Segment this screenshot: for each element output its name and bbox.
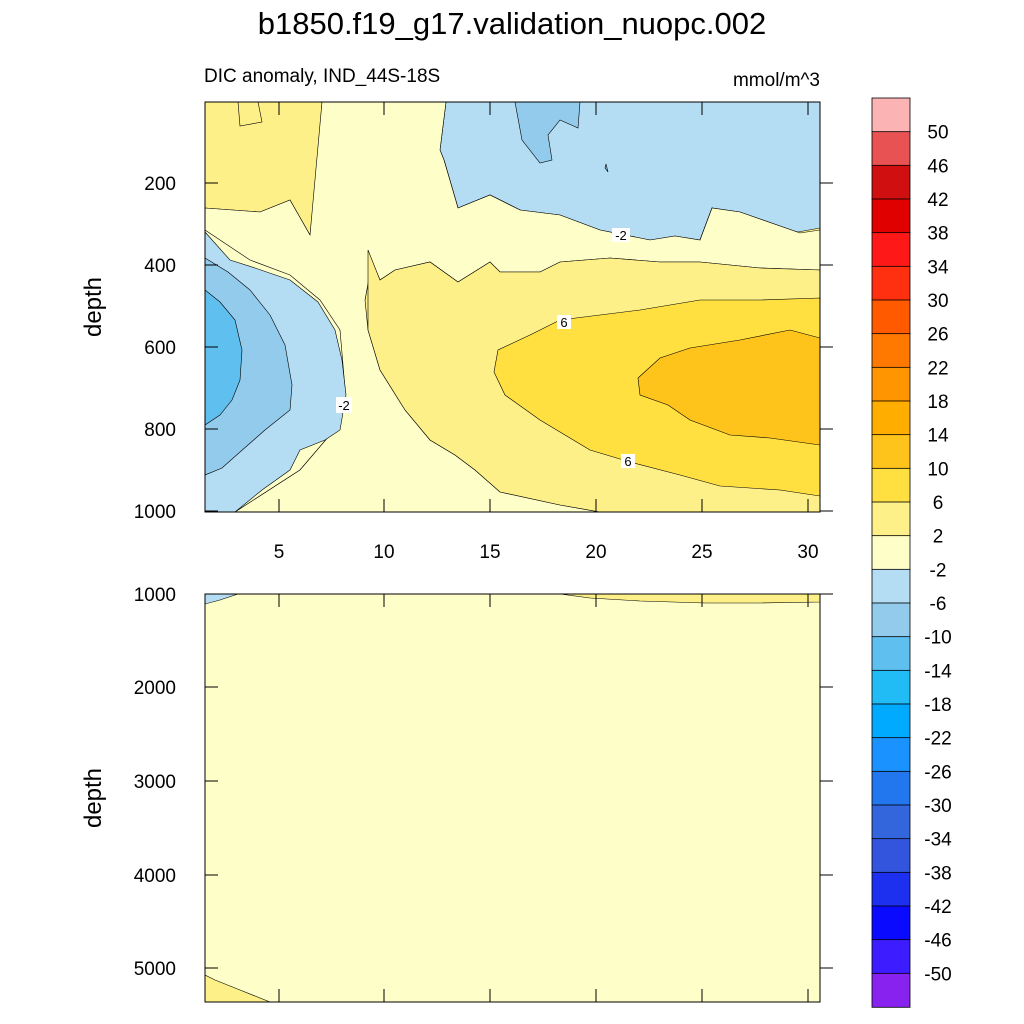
colorbar-swatch xyxy=(871,232,911,268)
colorbar-label: -10 xyxy=(924,628,951,649)
x-tick-label: 25 xyxy=(691,542,712,563)
y-tick-label: 4000 xyxy=(134,866,176,887)
y-tick-label: 3000 xyxy=(134,772,176,793)
colorbar-swatch xyxy=(871,198,911,234)
upper-units-label: mmol/m^3 xyxy=(733,70,820,91)
colorbar-label: -18 xyxy=(924,695,951,716)
lower-x-axis xyxy=(278,594,809,1002)
lower-region-top-right-2-6 xyxy=(559,594,820,604)
colorbar-swatch xyxy=(871,467,911,503)
colorbar-swatch xyxy=(871,568,911,604)
colorbar-label: 26 xyxy=(927,325,948,346)
lower-plot-frame xyxy=(204,593,821,1003)
colorbar-swatch xyxy=(871,871,911,907)
y-tick-label: 200 xyxy=(144,174,176,195)
lower-panel: 1000 2000 3000 4000 5000 depth xyxy=(80,585,833,1003)
colorbar-label: 50 xyxy=(927,123,948,144)
colorbar-label: 46 xyxy=(927,156,948,177)
colorbar-swatch xyxy=(871,265,911,301)
colorbar-swatch xyxy=(871,770,911,806)
colorbar-label: 34 xyxy=(927,257,949,278)
y-tick-label: 800 xyxy=(144,420,176,441)
lower-region-top-left-neg6-neg2 xyxy=(205,594,239,605)
y-tick-label: 5000 xyxy=(134,959,176,980)
upper-contour-labels: -2 6 -2 6 xyxy=(336,228,635,469)
colorbar-swatch xyxy=(871,602,911,638)
colorbar-label: -26 xyxy=(924,762,951,783)
lower-region-neg2-2 xyxy=(205,594,820,1002)
colorbar-label: -38 xyxy=(924,863,951,884)
region-left-neg14-neg10 xyxy=(205,289,243,426)
colorbar-label: -22 xyxy=(924,729,951,750)
upper-y-axis-title: depth xyxy=(80,277,107,337)
colorbar-label: 10 xyxy=(927,459,948,480)
colorbar: 50 46 42 38 34 30 26 22 18 14 10 6 2 -2 -6 -10 -14 -18 -22… xyxy=(871,97,952,1008)
colorbar-label: 42 xyxy=(927,190,948,211)
colorbar-label: -50 xyxy=(924,964,951,985)
lower-y-axis xyxy=(205,593,833,969)
upper-y-axis xyxy=(205,182,833,512)
lower-y-axis-title: depth xyxy=(80,768,107,828)
x-tick-label: 15 xyxy=(479,542,500,563)
colorbar-label: 22 xyxy=(927,358,948,379)
colorbar-label: 18 xyxy=(927,392,948,413)
colorbar-swatch xyxy=(871,972,911,1008)
colorbar-swatch xyxy=(871,905,911,941)
colorbar-label: -2 xyxy=(930,560,947,581)
colorbar-swatch xyxy=(871,97,911,133)
region-core-10-14 xyxy=(637,329,820,446)
colorbar-swatch xyxy=(871,804,911,840)
colorbar-label: 2 xyxy=(933,527,944,548)
colorbar-label: 6 xyxy=(933,493,944,514)
colorbar-swatch xyxy=(871,939,911,975)
x-tick-label: 5 xyxy=(274,542,285,563)
colorbar-swatch xyxy=(871,737,911,773)
colorbar-label: -42 xyxy=(924,897,951,918)
upper-x-axis xyxy=(278,102,809,512)
y-tick-label: 2000 xyxy=(134,678,176,699)
upper-plot-frame xyxy=(204,101,821,513)
colorbar-swatch xyxy=(871,131,911,167)
contour-label: -2 xyxy=(338,398,350,413)
colorbar-swatch xyxy=(871,400,911,436)
upper-subtitle: DIC anomaly, IND_44S-18S xyxy=(204,66,440,87)
colorbar-label: 30 xyxy=(927,291,948,312)
colorbar-label: -46 xyxy=(924,931,951,952)
x-tick-label: 30 xyxy=(797,542,818,563)
upper-panel: DIC anomaly, IND_44S-18S mmol/m^3 xyxy=(80,66,833,563)
colorbar-swatch xyxy=(871,434,911,470)
lower-region-bottom-left-2-6 xyxy=(205,974,271,1002)
x-tick-label: 10 xyxy=(373,542,394,563)
y-tick-label: 1000 xyxy=(134,585,176,606)
colorbar-swatch xyxy=(871,703,911,739)
region-dot-neg10 xyxy=(604,163,609,173)
contour-label: 6 xyxy=(560,315,567,330)
colorbar-label: 14 xyxy=(927,426,949,447)
region-top-patch-2-6 xyxy=(237,102,263,127)
contour-label: -2 xyxy=(615,228,627,243)
colorbar-swatch xyxy=(871,299,911,335)
colorbar-swatch xyxy=(871,333,911,369)
colorbar-label: 38 xyxy=(927,224,948,245)
colorbar-swatch xyxy=(871,535,911,571)
region-upper-lobe-neg10-neg6 xyxy=(514,102,581,164)
colorbar-swatch xyxy=(871,501,911,537)
colorbar-label: -14 xyxy=(924,661,952,682)
colorbar-swatch xyxy=(871,164,911,200)
contour-label: 6 xyxy=(624,454,631,469)
y-tick-label: 600 xyxy=(144,338,176,359)
colorbar-swatch xyxy=(871,366,911,402)
colorbar-swatch xyxy=(871,838,911,874)
colorbar-swatch xyxy=(871,636,911,672)
y-tick-label: 400 xyxy=(144,256,176,277)
colorbar-swatch xyxy=(871,669,911,705)
x-tick-label: 20 xyxy=(585,542,606,563)
colorbar-label: -34 xyxy=(924,830,952,851)
chart-title: b1850.f19_g17.validation_nuopc.002 xyxy=(258,6,767,41)
colorbar-label: -6 xyxy=(930,594,947,615)
y-tick-label: 1000 xyxy=(134,502,176,523)
colorbar-label: -30 xyxy=(924,796,951,817)
